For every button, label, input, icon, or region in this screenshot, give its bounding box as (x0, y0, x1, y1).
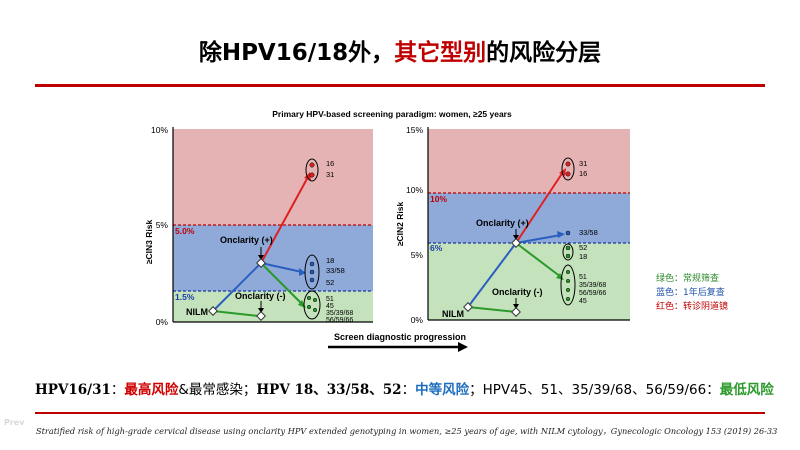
lowest-risk: 最低风险 (719, 382, 774, 398)
right-ytick-10: 10% (406, 185, 423, 195)
left-pos-label: Onclarity (+) (220, 235, 273, 245)
right-threshold-low: 6% (430, 243, 443, 253)
legend-blue: 蓝色：1年后复查 (656, 288, 725, 298)
left-green-zone (173, 291, 373, 322)
title-divider (35, 84, 765, 87)
left-g-low-0: 51 (326, 296, 334, 303)
right-g-low-0: 51 (579, 274, 587, 281)
left-g-high-1: 31 (326, 170, 334, 179)
left-g-low-3: 56/59/66 (326, 317, 353, 324)
highest-risk: 最高风险 (124, 382, 179, 398)
left-g-high-0: 16 (326, 159, 334, 168)
right-g-high-0: 31 (579, 159, 587, 168)
right-ylabel: ≥CIN2 Risk (395, 202, 405, 247)
legend-green: 绿色：常规筛查 (656, 274, 720, 284)
left-g-mid-2: 52 (326, 278, 334, 287)
right-panel: 15% 10% 5% 0% ≥CIN2 Risk 10% 6% NILM (395, 125, 630, 325)
right-ytick-5: 5% (411, 250, 424, 260)
figure-xlabel: Screen diagnostic progression (334, 332, 466, 342)
right-pos-label: Onclarity (+) (476, 218, 529, 228)
risk-figure: Primary HPV-based screening paradigm: wo… (138, 102, 646, 356)
right-g-mid-2: 18 (579, 252, 587, 261)
left-nilm-label: NILM (186, 307, 208, 317)
left-pos-node (256, 258, 266, 268)
legend-red: 红色：转诊阴道镜 (656, 302, 729, 312)
left-ylabel: ≥CIN3 Risk (144, 220, 154, 265)
right-g-low-1: 35/39/68 (579, 282, 606, 289)
right-green-zone (428, 243, 630, 320)
right-neg-label: Onclarity (-) (492, 287, 543, 297)
left-red-zone (173, 129, 373, 225)
left-ytick-10: 10% (151, 125, 168, 135)
right-g-mid-1: 52 (579, 243, 587, 252)
title-highlight: 其它型别 (394, 40, 487, 66)
left-threshold-low: 1.5% (175, 292, 195, 302)
left-g-low-1: 45 (326, 303, 334, 310)
right-nilm-node (463, 302, 473, 312)
right-ytick-0: 0% (411, 315, 424, 325)
figure-caption: Primary HPV-based screening paradigm: wo… (272, 109, 512, 119)
left-panel: 10% 5% 0% ≥CIN3 Risk 5.0% 1.5% NILM O (144, 125, 373, 327)
color-legend: 绿色：常规筛查 蓝色：1年后复查 红色：转诊阴道镜 (656, 272, 728, 314)
right-blue-zone (428, 193, 630, 243)
right-nilm-label: NILM (442, 309, 464, 319)
left-nilm-node (208, 306, 218, 316)
right-g-high-1: 16 (579, 169, 587, 178)
ghost-text: Prev (4, 418, 25, 427)
right-red-zone (428, 129, 630, 193)
left-blue-zone (173, 225, 373, 291)
right-threshold-high: 10% (430, 194, 447, 204)
citation: Stratified risk of high-grade cervical d… (36, 426, 778, 436)
left-g-mid-0: 18 (326, 256, 334, 265)
summary-line: HPV16/31：最高风险&最常感染；HPV 18、33/58、52：中等风险；… (35, 382, 774, 398)
left-neg-label: Onclarity (-) (235, 291, 286, 301)
medium-risk: 中等风险 (415, 382, 470, 398)
right-pos-node (511, 238, 521, 248)
right-ytick-15: 15% (406, 125, 423, 135)
page-title: 除HPV16/18外，其它型别的风险分层 (198, 40, 602, 66)
left-threshold-high: 5.0% (175, 226, 195, 236)
left-ytick-0: 0% (156, 317, 169, 327)
left-neg-node (256, 311, 266, 321)
right-g-low-2: 56/59/66 (579, 290, 606, 297)
left-g-low-2: 35/39/68 (326, 310, 353, 317)
right-g-mid-0: 33/58 (579, 228, 598, 237)
left-ytick-5: 5% (156, 220, 169, 230)
right-neg-node (511, 307, 521, 317)
right-g-low-3: 45 (579, 298, 587, 305)
footer-divider (35, 412, 765, 414)
left-g-mid-1: 33/58 (326, 266, 345, 275)
